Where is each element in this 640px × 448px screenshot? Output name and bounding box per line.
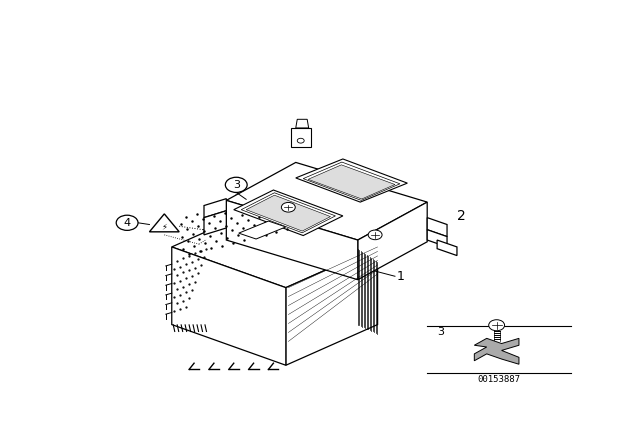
Polygon shape	[204, 211, 227, 235]
Polygon shape	[303, 162, 400, 200]
Circle shape	[297, 138, 304, 143]
Polygon shape	[428, 230, 447, 247]
Polygon shape	[241, 193, 335, 233]
Polygon shape	[291, 128, 311, 147]
Polygon shape	[204, 198, 227, 218]
Polygon shape	[227, 163, 428, 240]
Text: 4: 4	[124, 218, 131, 228]
Polygon shape	[234, 190, 343, 236]
Polygon shape	[474, 338, 519, 364]
Text: 3: 3	[437, 327, 444, 337]
Polygon shape	[428, 218, 447, 237]
Polygon shape	[150, 214, 179, 232]
Polygon shape	[286, 247, 378, 365]
Text: 00153887: 00153887	[477, 375, 520, 383]
Text: 2: 2	[457, 209, 466, 223]
Polygon shape	[239, 221, 286, 239]
Circle shape	[368, 230, 382, 240]
Polygon shape	[437, 240, 457, 255]
Circle shape	[116, 215, 138, 230]
Polygon shape	[296, 119, 308, 128]
Polygon shape	[246, 195, 330, 231]
Text: 1: 1	[396, 270, 404, 283]
Polygon shape	[296, 159, 408, 202]
Polygon shape	[308, 165, 395, 199]
Text: 3: 3	[233, 180, 240, 190]
Polygon shape	[172, 206, 378, 288]
Polygon shape	[172, 247, 286, 365]
Circle shape	[282, 202, 295, 212]
Text: ⚡: ⚡	[161, 222, 167, 231]
Circle shape	[225, 177, 247, 193]
Polygon shape	[358, 202, 428, 280]
Circle shape	[489, 320, 504, 331]
Polygon shape	[227, 200, 358, 280]
